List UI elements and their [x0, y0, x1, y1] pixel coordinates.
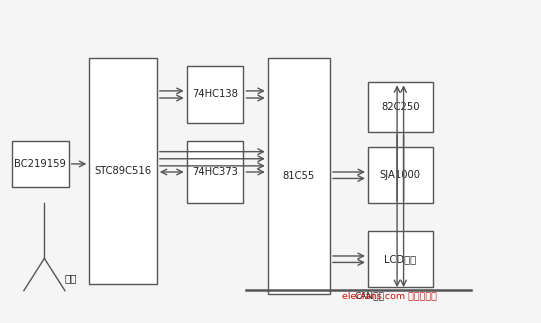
Text: BC219159: BC219159 — [15, 159, 66, 169]
Text: 82C250: 82C250 — [381, 102, 420, 112]
Text: 81C55: 81C55 — [283, 171, 315, 181]
FancyBboxPatch shape — [89, 58, 157, 284]
FancyBboxPatch shape — [187, 66, 243, 123]
Text: SJA1000: SJA1000 — [380, 170, 421, 180]
Text: 74HC138: 74HC138 — [192, 89, 238, 99]
FancyBboxPatch shape — [12, 141, 69, 187]
Text: STC89C516: STC89C516 — [95, 166, 151, 176]
Text: 天线: 天线 — [65, 273, 77, 283]
Text: CAN总线: CAN总线 — [354, 292, 384, 301]
FancyBboxPatch shape — [368, 231, 433, 287]
FancyBboxPatch shape — [268, 58, 330, 294]
FancyBboxPatch shape — [187, 141, 243, 203]
Text: LCD显示: LCD显示 — [384, 254, 417, 264]
Text: elecfans.com 电子发烧友: elecfans.com 电子发烧友 — [342, 292, 437, 301]
Text: 74HC373: 74HC373 — [192, 167, 238, 177]
FancyBboxPatch shape — [368, 147, 433, 203]
FancyBboxPatch shape — [368, 82, 433, 132]
